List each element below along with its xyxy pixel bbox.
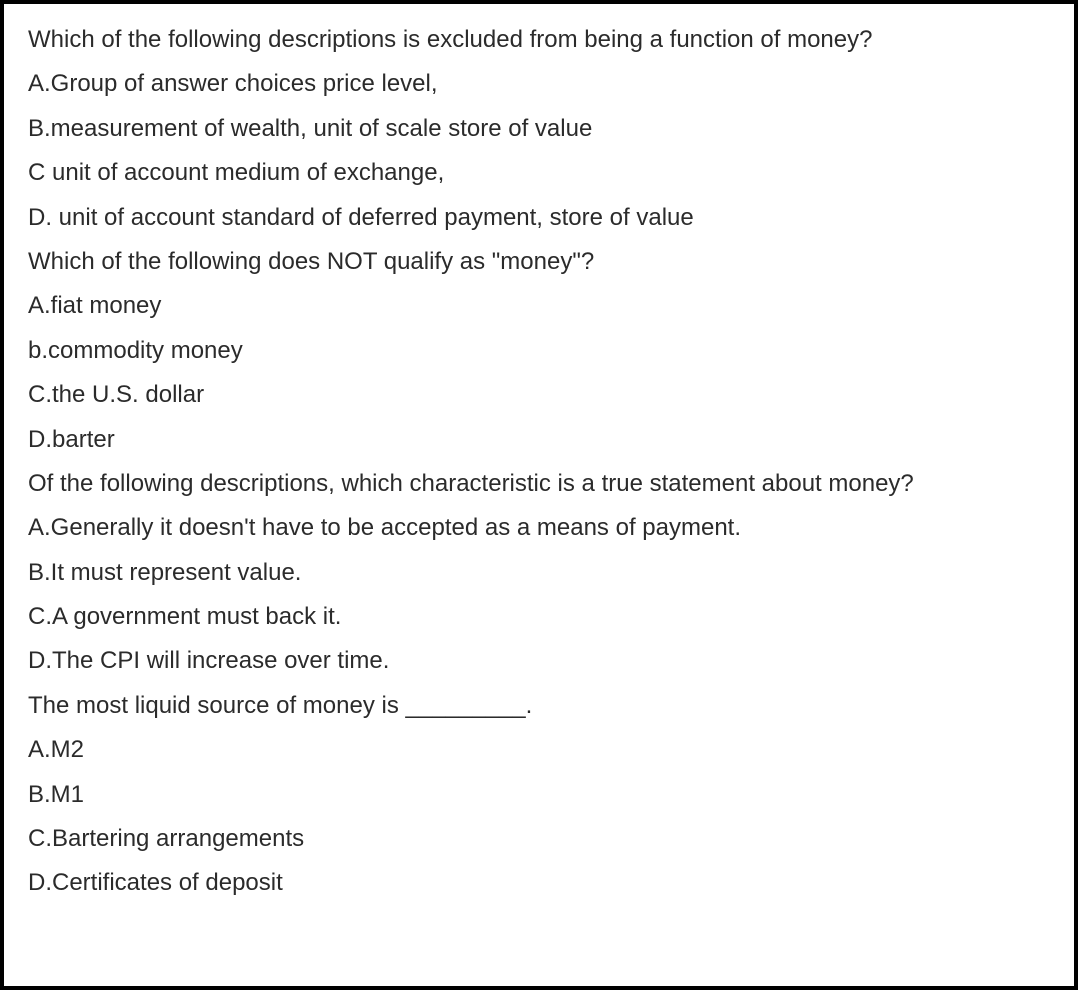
text-line: B.measurement of wealth, unit of scale s… bbox=[28, 107, 1054, 151]
text-line: D.The CPI will increase over time. bbox=[28, 639, 1054, 683]
text-line: C.A government must back it. bbox=[28, 595, 1054, 639]
text-line: A.Group of answer choices price level, bbox=[28, 62, 1054, 106]
text-line: b.commodity money bbox=[28, 329, 1054, 373]
text-line: Which of the following descriptions is e… bbox=[28, 18, 1054, 62]
document-page: Which of the following descriptions is e… bbox=[0, 0, 1078, 990]
text-line: C.Bartering arrangements bbox=[28, 817, 1054, 861]
text-line: A.Generally it doesn't have to be accept… bbox=[28, 506, 1054, 550]
text-line: The most liquid source of money is _____… bbox=[28, 684, 1054, 728]
text-line: C.the U.S. dollar bbox=[28, 373, 1054, 417]
text-line: B.It must represent value. bbox=[28, 551, 1054, 595]
text-line: Of the following descriptions, which cha… bbox=[28, 462, 1054, 506]
text-line: D.Certificates of deposit bbox=[28, 861, 1054, 905]
text-line: A.fiat money bbox=[28, 284, 1054, 328]
text-line: A.M2 bbox=[28, 728, 1054, 772]
text-line: D. unit of account standard of deferred … bbox=[28, 196, 1054, 240]
text-line: B.M1 bbox=[28, 773, 1054, 817]
text-line: Which of the following does NOT qualify … bbox=[28, 240, 1054, 284]
text-line: D.barter bbox=[28, 418, 1054, 462]
text-line: C unit of account medium of exchange, bbox=[28, 151, 1054, 195]
